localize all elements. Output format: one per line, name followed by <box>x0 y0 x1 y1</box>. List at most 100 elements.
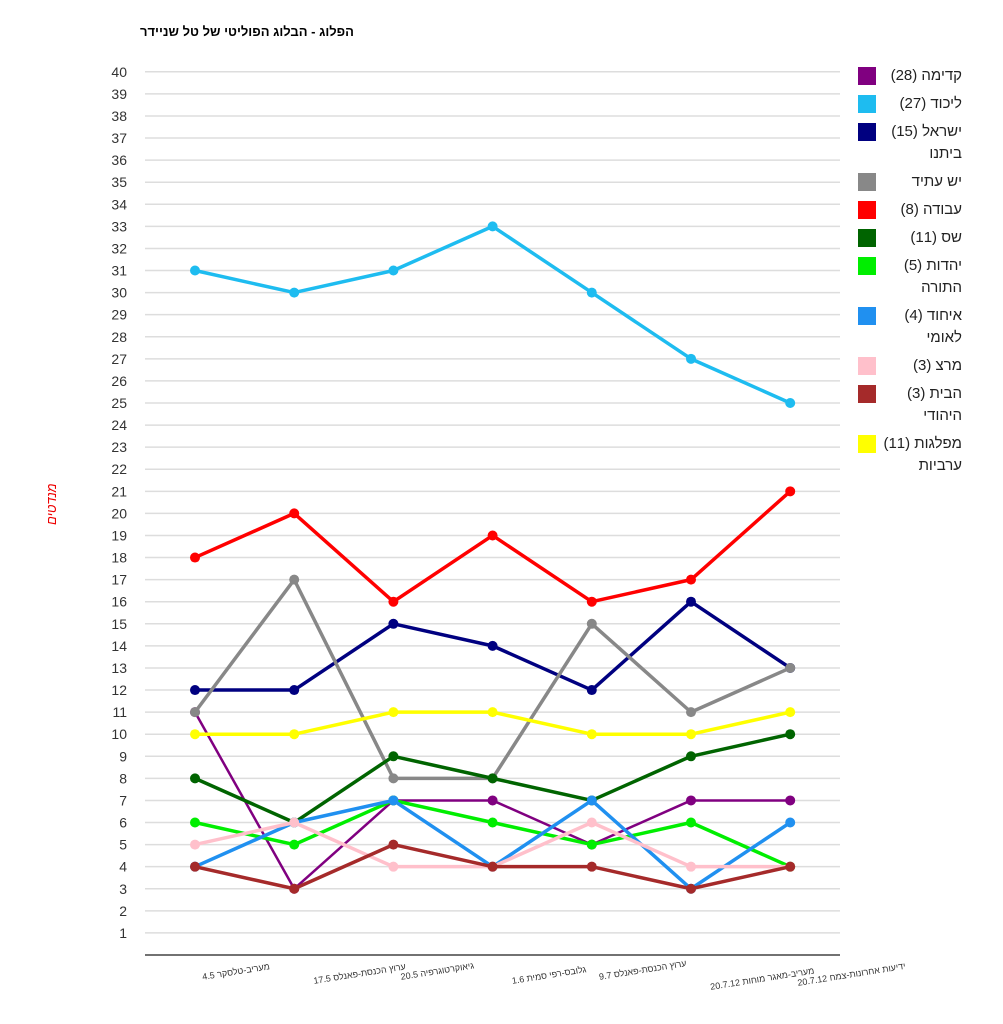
legend-label: מרצ (3) <box>913 357 962 374</box>
legend-label: יש עתיד <box>911 173 962 190</box>
y-tick-label: 36 <box>111 152 127 168</box>
legend-label: יהדות (5) התורה <box>903 257 962 296</box>
y-tick-label: 33 <box>111 218 127 234</box>
legend-label: איחוד (4) לאומי <box>904 307 962 346</box>
data-point <box>190 773 200 784</box>
y-tick-label: 17 <box>111 572 127 588</box>
data-point <box>586 817 597 828</box>
data-point <box>190 729 200 740</box>
y-tick-label: 7 <box>119 792 127 808</box>
legend-label: שס (11) <box>910 229 962 246</box>
data-point <box>487 861 498 872</box>
data-point <box>785 817 796 828</box>
y-tick-label: 19 <box>111 527 127 543</box>
y-tick-label: 6 <box>119 815 127 831</box>
y-tick-label: 30 <box>111 285 127 301</box>
series-line <box>194 798 791 869</box>
legend-item: ישראל (15) ביתנו <box>858 123 998 165</box>
data-point <box>388 773 399 784</box>
data-point <box>190 817 200 828</box>
y-tick-label: 20 <box>111 505 127 521</box>
y-tick-label: 25 <box>111 395 127 411</box>
legend-swatch <box>858 257 876 275</box>
series-יהדות <box>190 795 796 872</box>
legend-item: יש עתיד <box>858 173 998 193</box>
legend-label: ליכוד (27) <box>899 95 962 112</box>
x-tick-label: מעריב-טלסקר 4.5 <box>202 961 271 982</box>
legend: קדימה (28) ליכוד (27) ישראל (15) ביתנו יש ע… <box>858 67 998 485</box>
series-עבודה <box>190 486 796 607</box>
data-point <box>686 817 696 828</box>
series-הבית <box>190 839 796 894</box>
y-tick-label: 34 <box>111 196 127 212</box>
y-tick-label: 40 <box>111 64 127 80</box>
legend-swatch <box>858 123 876 141</box>
data-point <box>190 552 200 563</box>
y-tick-label: 32 <box>111 240 127 256</box>
data-point <box>686 596 696 607</box>
data-point <box>586 861 597 872</box>
data-point <box>190 685 200 696</box>
y-tick-label: 14 <box>111 638 127 654</box>
data-point <box>289 883 300 894</box>
y-tick-label: 28 <box>111 329 127 345</box>
data-point <box>289 685 300 696</box>
y-tick-label: 16 <box>111 594 127 610</box>
data-point <box>388 751 399 762</box>
data-point <box>586 618 597 629</box>
data-point <box>388 795 399 806</box>
data-point <box>388 707 399 718</box>
y-tick-label: 27 <box>111 351 127 367</box>
series-ישראל <box>190 596 796 696</box>
legend-label: מפלגות (11) ערביות <box>883 435 962 474</box>
legend-label: ישראל (15) ביתנו <box>891 123 962 162</box>
data-point <box>289 508 300 519</box>
legend-label: הבית (3) היהודי <box>907 385 962 424</box>
data-point <box>289 287 300 298</box>
y-tick-label: 11 <box>112 704 127 720</box>
legend-swatch <box>858 173 876 191</box>
legend-label: עבודה (8) <box>900 201 962 218</box>
data-point <box>190 861 200 872</box>
data-point <box>586 685 597 696</box>
y-tick-label: 2 <box>119 903 127 919</box>
legend-item: הבית (3) היהודי <box>858 385 998 427</box>
series-line <box>194 490 792 604</box>
y-tick-label: 26 <box>111 373 127 389</box>
legend-swatch <box>858 201 876 219</box>
x-tick-label: גיאוקרטוגרפיה 20.5 <box>400 960 475 982</box>
y-tick-label: 24 <box>111 417 127 433</box>
legend-swatch <box>858 229 876 247</box>
data-point <box>388 839 399 850</box>
y-tick-label: 37 <box>111 130 127 146</box>
data-point <box>190 265 200 276</box>
data-point <box>487 817 498 828</box>
data-point <box>686 574 696 585</box>
y-tick-label: 39 <box>111 86 127 102</box>
y-tick-label: 29 <box>111 307 127 323</box>
data-point <box>487 773 498 784</box>
legend-item: ליכוד (27) <box>858 95 998 115</box>
data-point <box>289 817 300 828</box>
y-tick-label: 5 <box>119 837 127 853</box>
y-tick-label: 35 <box>111 174 127 190</box>
y-tick-label: 18 <box>111 550 127 566</box>
y-tick-label: 8 <box>119 770 127 786</box>
legend-item: מפלגות (11) ערביות <box>858 435 998 477</box>
y-tick-label: 38 <box>111 108 127 124</box>
data-point <box>289 574 300 585</box>
data-point <box>487 221 498 232</box>
x-tick-label: גלובס-רפי סמית 1.6 <box>511 964 587 986</box>
legend-item: עבודה (8) <box>858 201 998 221</box>
data-point <box>785 398 796 408</box>
data-point <box>586 795 597 806</box>
y-tick-label: 12 <box>111 682 127 698</box>
legend-item: קדימה (28) <box>858 67 998 87</box>
data-point <box>586 596 597 607</box>
data-point <box>785 707 796 718</box>
legend-swatch <box>858 67 876 85</box>
data-point <box>785 662 796 673</box>
legend-swatch <box>858 385 876 403</box>
data-point <box>388 596 399 607</box>
